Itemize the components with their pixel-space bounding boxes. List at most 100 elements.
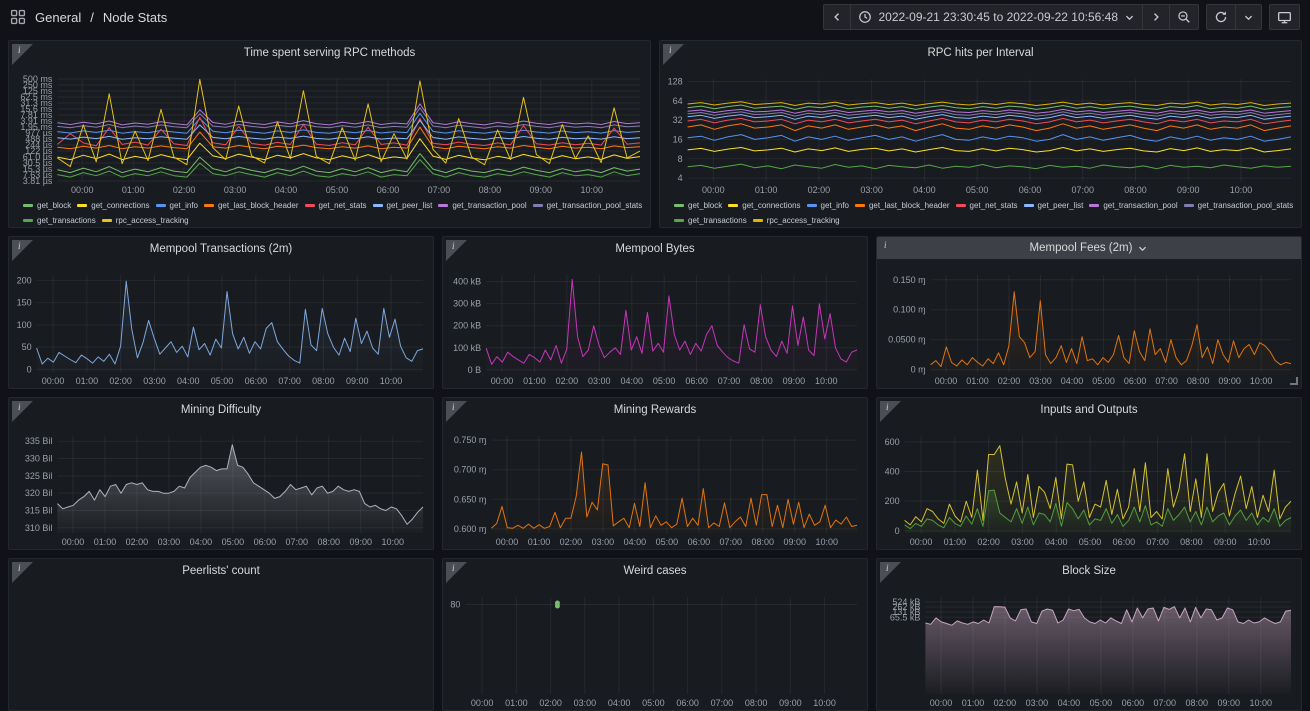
svg-text:01:00: 01:00 — [528, 537, 551, 547]
legend-item[interactable]: rpc_access_tracking — [101, 214, 189, 227]
legend-item[interactable]: get_transaction_pool_stats — [1183, 199, 1293, 212]
refresh-icon — [1215, 11, 1227, 23]
legend-label: get_transaction_pool — [452, 201, 527, 210]
chart-body[interactable] — [9, 583, 433, 710]
panel-resize-handle[interactable] — [1290, 377, 1298, 385]
chart-body[interactable]: 0.750 ɱ 0.700 ɱ 0.650 ɱ 0.600 ɱ 00:00 01:00 02… — [443, 422, 867, 549]
svg-text:06:00: 06:00 — [377, 185, 400, 195]
svg-text:7.81 ms: 7.81 ms — [20, 110, 53, 120]
legend-item[interactable]: get_block — [674, 199, 722, 212]
svg-text:600: 600 — [885, 437, 900, 447]
panel-title[interactable]: Mempool Transactions (2m) — [149, 243, 293, 255]
svg-text:0.100 ɱ: 0.100 ɱ — [893, 305, 926, 315]
legend-swatch — [806, 204, 817, 207]
chart-body[interactable]: 0.150 ɱ 0.100 ɱ 0.0500 ɱ 0 ɱ 00:00 01:00 02:00… — [877, 261, 1301, 388]
svg-text:10:00: 10:00 — [1248, 537, 1271, 547]
legend-item[interactable]: get_last_block_header — [854, 199, 950, 212]
chart-canvas[interactable]: 200 150 100 50 0 00:00 01:00 02:00 03:00 04:00 05:… — [9, 261, 433, 388]
legend-item[interactable]: get_last_block_header — [203, 199, 299, 212]
time-shift-back-button[interactable] — [823, 4, 852, 30]
legend-item[interactable]: get_net_stats — [955, 199, 1018, 212]
svg-text:125 ms: 125 ms — [23, 86, 53, 96]
svg-text:0 ɱ: 0 ɱ — [911, 365, 926, 375]
svg-text:08:00: 08:00 — [1186, 698, 1209, 708]
legend-item[interactable]: get_transactions — [674, 214, 747, 227]
legend-item[interactable]: get_transaction_pool — [1089, 199, 1178, 212]
legend-item[interactable]: get_transactions — [23, 214, 96, 227]
legend-item[interactable]: get_info — [806, 199, 849, 212]
chart-body[interactable]: 128 64 32 16 8 4 00:00 01:00 02:00 03:00 04:00 05:0… — [660, 65, 1301, 227]
svg-text:00:00: 00:00 — [491, 376, 514, 386]
svg-text:03:00: 03:00 — [860, 185, 883, 195]
svg-text:07:00: 07:00 — [278, 376, 301, 386]
panel-mining-rewards: i Mining Rewards 0.750 ɱ 0.700 ɱ 0.650 ɱ 0.… — [442, 397, 868, 550]
legend-item[interactable]: get_peer_list — [1023, 199, 1083, 212]
legend-item[interactable]: get_connections — [728, 199, 801, 212]
chart-body[interactable]: 200 150 100 50 0 00:00 01:00 02:00 03:00 04:00 05:… — [9, 261, 433, 388]
svg-text:02:00: 02:00 — [560, 537, 583, 547]
chart-canvas[interactable]: 0.150 ɱ 0.100 ɱ 0.0500 ɱ 0 ɱ 00:00 01:00 02:00… — [877, 261, 1301, 388]
legend-item[interactable]: get_transaction_pool — [438, 199, 527, 212]
svg-text:02:00: 02:00 — [556, 376, 579, 386]
panel-title[interactable]: Peerlists' count — [182, 565, 260, 577]
breadcrumb-folder[interactable]: General — [35, 9, 82, 25]
chart-body[interactable]: 600 400 200 0 00:00 01:00 02:00 03:00 04:00 05:00… — [877, 422, 1301, 549]
svg-text:03:00: 03:00 — [224, 185, 247, 195]
time-range-picker-button[interactable]: 2022-09-21 23:30:45 to 2022-09-22 10:56:… — [851, 4, 1143, 30]
grafana-dashboard: { "header": { "breadcrumb": {"folder": "… — [8, 4, 1302, 711]
svg-text:01:00: 01:00 — [94, 537, 117, 547]
time-shift-forward-button[interactable] — [1143, 4, 1170, 30]
chart-canvas[interactable]: 128 64 32 16 8 4 00:00 01:00 02:00 03:00 04:00 05:0… — [660, 65, 1301, 197]
svg-text:04:00: 04:00 — [1061, 376, 1084, 386]
panel-info-icon[interactable]: i — [884, 240, 887, 250]
svg-text:05:00: 05:00 — [211, 376, 234, 386]
legend-item[interactable]: get_block — [23, 199, 71, 212]
chart-body[interactable]: 524 kB 262 kB 131 kB 65.5 kB 00:00 01:00 02:00… — [877, 583, 1301, 710]
panel-title[interactable]: Block Size — [1062, 565, 1116, 577]
refresh-interval-dropdown[interactable] — [1236, 4, 1262, 30]
svg-text:10:00: 10:00 — [380, 376, 403, 386]
legend-label: get_peer_list — [386, 201, 433, 210]
legend-item[interactable]: get_transaction_pool_stats — [532, 199, 642, 212]
legend-swatch — [155, 204, 166, 207]
panel-title[interactable]: RPC hits per Interval — [927, 47, 1034, 59]
svg-text:08:00: 08:00 — [752, 537, 775, 547]
panel-title[interactable]: Mining Difficulty — [180, 404, 262, 416]
chart-body[interactable]: 335 Bil 330 Bil 325 Bil 320 Bil 315 Bil 310 B… — [9, 422, 433, 549]
view-mode-group — [1269, 4, 1300, 30]
svg-text:09:00: 09:00 — [346, 376, 369, 386]
chart-body[interactable]: 400 kB 300 kB 200 kB 100 kB 0 B 00:00 01:00 02:… — [443, 261, 867, 388]
chart-body[interactable]: 500 ms 250 ms 125 ms 62.5 ms 31.3 ms 15.6 ms 7… — [9, 65, 650, 227]
chart-canvas[interactable]: 335 Bil 330 Bil 325 Bil 320 Bil 315 Bil 310 B… — [9, 422, 433, 549]
refresh-button[interactable] — [1206, 4, 1236, 30]
legend-item[interactable]: get_info — [155, 199, 198, 212]
legend-item[interactable]: get_connections — [77, 199, 150, 212]
panel-title[interactable]: Mempool Bytes — [615, 243, 695, 255]
svg-text:00:00: 00:00 — [702, 185, 725, 195]
svg-text:07:00: 07:00 — [1154, 698, 1177, 708]
chart-canvas[interactable]: 400 kB 300 kB 200 kB 100 kB 0 B 00:00 01:00 02:… — [443, 261, 867, 388]
chart-canvas[interactable]: 80 00:00 01:00 02:00 03:00 04:00 05:00 06:00 07:… — [443, 583, 867, 710]
zoom-out-time-button[interactable] — [1170, 4, 1199, 30]
kiosk-mode-button[interactable] — [1269, 4, 1300, 30]
panel-title[interactable]: Weird cases — [623, 565, 687, 577]
chart-body[interactable]: 80 00:00 01:00 02:00 03:00 04:00 05:00 06:00 07:… — [443, 583, 867, 710]
panel-title[interactable]: Time spent serving RPC methods — [243, 47, 416, 59]
panel-title[interactable]: Inputs and Outputs — [1040, 404, 1138, 416]
svg-text:250 ms: 250 ms — [23, 80, 53, 90]
breadcrumb-page[interactable]: Node Stats — [102, 9, 168, 25]
legend-item[interactable]: get_net_stats — [304, 199, 367, 212]
legend-item[interactable]: rpc_access_tracking — [752, 214, 840, 227]
panel-title-hovered[interactable]: Mempool Fees (2m) — [877, 237, 1301, 259]
chart-canvas[interactable]: 0.750 ɱ 0.700 ɱ 0.650 ɱ 0.600 ɱ 00:00 01:00 02… — [443, 422, 867, 549]
chart-canvas[interactable]: 600 400 200 0 00:00 01:00 02:00 03:00 04:00 05:00… — [877, 422, 1301, 549]
panel-title[interactable]: Mining Rewards — [613, 404, 697, 416]
legend-item[interactable]: get_peer_list — [372, 199, 433, 212]
svg-text:325 Bil: 325 Bil — [25, 471, 53, 481]
svg-text:09:00: 09:00 — [1218, 376, 1241, 386]
legend-swatch — [1089, 204, 1100, 207]
panel-rpc-hits: i RPC hits per Interval 128 64 32 16 8 4 00:00… — [659, 40, 1302, 228]
svg-text:100 kB: 100 kB — [453, 343, 481, 353]
